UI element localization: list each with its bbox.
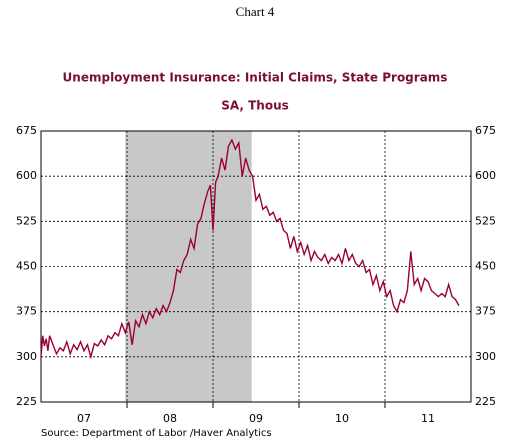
chart-header: Chart 4 — [236, 4, 275, 19]
x-tick-label: 08 — [163, 412, 177, 425]
y-tick-label: 225 — [16, 395, 37, 408]
x-tick-label: 11 — [421, 412, 435, 425]
plot-frame — [40, 130, 472, 403]
data-line — [40, 138, 460, 360]
y2-tick-label: 600 — [475, 169, 496, 182]
y-tick-label: 675 — [16, 124, 37, 137]
x-tick-label: 09 — [249, 412, 263, 425]
y2-tick-label: 225 — [475, 395, 496, 408]
y2-tick-label: 375 — [475, 305, 496, 318]
x-tick-label: 07 — [77, 412, 91, 425]
x-tick-label: 10 — [335, 412, 349, 425]
y2-tick-label: 525 — [475, 214, 496, 227]
chart-subtitle: SA, Thous — [221, 99, 289, 113]
recession-band — [125, 131, 252, 402]
y2-tick-label: 450 — [475, 260, 496, 273]
y2-tick-label: 675 — [475, 124, 496, 137]
y-tick-label: 450 — [16, 260, 37, 273]
source-note: Source: Department of Labor /Haver Analy… — [41, 428, 272, 439]
y-tick-label: 525 — [16, 214, 37, 227]
y-tick-label: 375 — [16, 305, 37, 318]
chart-title: Unemployment Insurance: Initial Claims, … — [63, 71, 448, 85]
y-tick-label: 300 — [16, 350, 37, 363]
y2-tick-label: 300 — [475, 350, 496, 363]
y-tick-label: 600 — [16, 169, 37, 182]
